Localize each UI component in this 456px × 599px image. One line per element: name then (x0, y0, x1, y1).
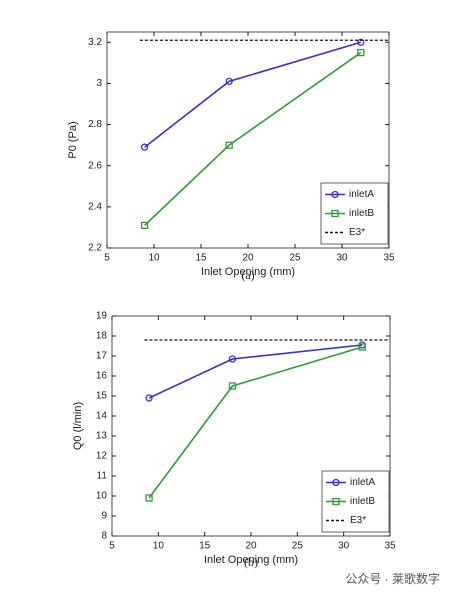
marker (140, 221, 149, 230)
y-tick-label: 12 (96, 451, 108, 462)
y-tick-label: 19 (96, 311, 108, 322)
caption: (b) (244, 555, 258, 569)
marker (358, 343, 366, 351)
series-line (144, 41, 362, 148)
marker (140, 143, 149, 151)
y-tick-label: 14 (96, 411, 108, 422)
y-tick-label: 3 (96, 78, 102, 89)
x-tick-label: 35 (383, 253, 395, 264)
y-tick-label: 9 (101, 511, 107, 522)
y-tick-label: 2.8 (88, 119, 102, 130)
y-tick-label: 18 (96, 331, 108, 342)
series-line (144, 51, 362, 226)
legend-label: inletB (350, 496, 375, 507)
x-axis-label: Inlet Opening (mm) (201, 266, 295, 278)
marker (228, 382, 237, 390)
y-tick-label: 8 (101, 531, 107, 542)
y-tick-label: 2.4 (88, 201, 102, 212)
legend-label: inletA (349, 189, 374, 200)
y-tick-label: 2.2 (88, 243, 102, 254)
marker (331, 190, 339, 199)
caption: (a) (241, 268, 254, 282)
x-tick-label: 35 (384, 541, 396, 552)
marker (332, 478, 340, 487)
x-tick-label: 10 (148, 253, 160, 264)
y-tick-label: 3.2 (88, 37, 102, 48)
y-tick-label: 13 (96, 431, 108, 442)
legend-label: E3* (350, 515, 366, 526)
x-tick-label: 5 (104, 253, 110, 264)
marker (145, 494, 153, 502)
marker (228, 355, 237, 363)
marker (331, 209, 339, 218)
x-tick-label: 30 (336, 253, 348, 264)
y-axis-label: Q0 (l/min) (72, 402, 84, 450)
legend-label: E3* (349, 227, 365, 238)
watermark: 公众号 · 莱歌数字 (345, 571, 440, 586)
marker (332, 497, 340, 506)
marker (225, 77, 233, 86)
y-tick-label: 16 (96, 371, 108, 382)
x-tick-label: 5 (109, 541, 115, 552)
x-axis-label: Inlet Opening (mm) (204, 554, 298, 566)
x-tick-label: 10 (153, 541, 165, 552)
series-line (148, 346, 363, 499)
x-tick-label: 25 (292, 541, 304, 552)
marker (225, 141, 233, 149)
x-tick-label: 20 (245, 541, 257, 552)
marker (357, 48, 365, 57)
y-tick-label: 17 (96, 351, 108, 362)
x-tick-label: 25 (289, 253, 301, 264)
x-tick-label: 15 (195, 253, 207, 264)
x-tick-label: 30 (338, 541, 350, 552)
y-tick-label: 2.6 (88, 160, 102, 171)
legend-label: inletA (350, 477, 375, 488)
y-tick-label: 15 (96, 391, 108, 402)
series-line (148, 344, 363, 399)
y-tick-label: 10 (96, 491, 108, 502)
y-axis-label: P0 (Pa) (67, 121, 79, 158)
marker (357, 38, 365, 46)
x-tick-label: 20 (242, 253, 254, 264)
y-tick-label: 11 (97, 471, 108, 482)
x-tick-label: 15 (199, 541, 211, 552)
marker (145, 394, 153, 402)
legend-label: inletB (349, 208, 374, 219)
